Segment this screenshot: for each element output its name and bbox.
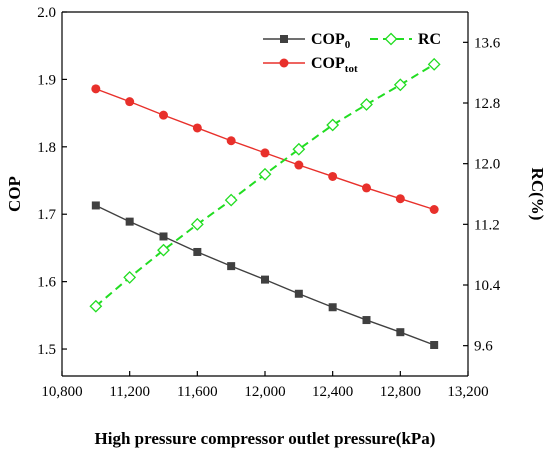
data-point-cop0 xyxy=(294,289,303,298)
data-point-cop0 xyxy=(362,316,371,325)
data-point-rc xyxy=(89,299,103,313)
data-point-cop0 xyxy=(261,275,269,284)
right-y-tick-label: 9.6 xyxy=(474,339,493,355)
x-tick-label: 12,400 xyxy=(312,384,353,400)
legend-label-rc: RC xyxy=(418,31,441,48)
x-tick-label: 12,000 xyxy=(244,384,285,400)
right-y-tick-label: 11.2 xyxy=(474,217,500,233)
data-point-coptot xyxy=(260,148,270,158)
data-point-rc xyxy=(190,217,204,231)
x-tick-label: 12,800 xyxy=(380,384,421,400)
data-point-coptot xyxy=(226,136,236,146)
data-point-coptot xyxy=(125,97,135,107)
x-tick-label: 13,200 xyxy=(447,384,488,400)
x-tick-label: 11,600 xyxy=(177,384,218,400)
legend-item-coptot: COPtot xyxy=(263,55,358,75)
plot-frame xyxy=(61,11,469,377)
right-y-axis-ticks: 9.6 10.4 11.2 12.0 12.8 13.6 xyxy=(463,35,501,355)
x-axis-ticks: 10,800 11,200 11,600 12,000 12,400 12,800 13,2… xyxy=(41,371,489,400)
series-rc xyxy=(89,57,441,313)
data-point-coptot xyxy=(429,205,439,215)
legend-marker-coptot xyxy=(279,58,289,68)
left-y-axis-title: COP xyxy=(5,176,24,212)
x-axis-title: High pressure compressor outlet pressure… xyxy=(95,429,436,448)
legend-item-cop0: COP0 xyxy=(263,31,351,51)
legend-item-rc: RC xyxy=(370,31,441,48)
x-tick-label: 11,200 xyxy=(109,384,150,400)
left-y-tick-label: 2.0 xyxy=(37,5,56,21)
data-point-cop0 xyxy=(328,303,337,312)
series-line-cop0 xyxy=(95,204,435,346)
data-point-rc xyxy=(123,270,137,284)
left-y-axis-ticks: 1.5 1.6 1.7 1.8 1.9 2.0 xyxy=(37,5,67,358)
legend: COP0 COPtot RC xyxy=(263,31,441,75)
right-y-tick-label: 12.8 xyxy=(474,96,500,112)
left-y-tick-label: 1.8 xyxy=(37,140,56,156)
right-y-tick-label: 12.0 xyxy=(474,157,500,173)
right-y-tick-label: 10.4 xyxy=(474,278,501,294)
data-point-rc xyxy=(157,243,170,257)
legend-label-coptot: COPtot xyxy=(311,55,358,75)
data-point-rc xyxy=(427,57,441,71)
legend-marker-rc xyxy=(384,32,398,46)
legend-label-cop0: COP0 xyxy=(311,31,351,51)
data-point-cop0 xyxy=(430,340,439,349)
data-point-coptot xyxy=(192,123,202,133)
data-point-rc xyxy=(258,167,272,181)
data-point-rc xyxy=(393,78,407,92)
data-point-rc xyxy=(326,118,340,132)
data-point-cop0 xyxy=(396,328,405,337)
right-y-tick-label: 13.6 xyxy=(474,35,501,51)
data-point-coptot xyxy=(159,110,168,120)
data-point-coptot xyxy=(328,171,338,181)
left-y-tick-label: 1.9 xyxy=(37,72,56,88)
legend-marker-cop0 xyxy=(280,35,288,43)
data-point-coptot xyxy=(395,194,405,204)
series-line-rc xyxy=(95,63,435,307)
left-y-tick-label: 1.7 xyxy=(37,207,56,223)
data-point-cop0 xyxy=(193,247,202,256)
data-point-rc xyxy=(224,193,238,207)
data-point-rc xyxy=(360,98,373,111)
data-point-cop0 xyxy=(159,232,168,241)
data-point-rc xyxy=(292,142,306,156)
series-coptot xyxy=(91,84,439,215)
left-y-tick-label: 1.6 xyxy=(37,275,56,291)
data-point-cop0 xyxy=(227,262,236,271)
data-point-coptot xyxy=(91,84,101,94)
x-tick-label: 10,800 xyxy=(41,384,82,400)
series-layer xyxy=(89,57,441,349)
series-cop0 xyxy=(91,201,439,349)
data-point-cop0 xyxy=(125,217,134,226)
data-point-coptot xyxy=(362,183,371,193)
left-y-tick-label: 1.5 xyxy=(37,342,56,358)
data-point-cop0 xyxy=(91,201,100,210)
right-y-axis-title: RC(%) xyxy=(528,168,547,221)
data-point-coptot xyxy=(294,160,304,170)
